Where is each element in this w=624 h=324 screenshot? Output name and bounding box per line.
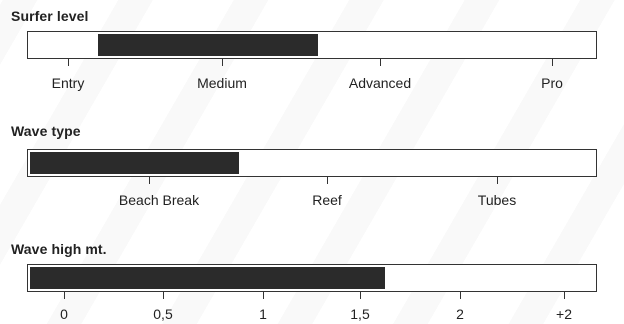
wave-height-label-0: 0 bbox=[60, 306, 68, 322]
wave-height-label-0-5: 0,5 bbox=[153, 306, 173, 322]
wave-height-label-2: 2 bbox=[456, 306, 464, 322]
surfer-level-tick bbox=[552, 59, 553, 66]
surfer-level-label-pro: Pro bbox=[541, 75, 563, 91]
wave-height-range-fill bbox=[30, 267, 386, 289]
wave-height-tick bbox=[263, 292, 264, 299]
surfer-level-label-advanced: Advanced bbox=[348, 75, 412, 91]
wave-type-label-reef: Reef bbox=[312, 192, 342, 208]
surfer-level-bar bbox=[27, 31, 597, 59]
surfer-level-title: Surfer level bbox=[11, 8, 89, 24]
surfer-level-tick bbox=[68, 59, 69, 66]
surfer-level-tick bbox=[380, 59, 381, 66]
wave-type-tick bbox=[149, 177, 150, 184]
wave-type-bar bbox=[27, 149, 597, 177]
surfer-level-label-entry: Entry bbox=[51, 75, 85, 91]
surfer-level-tick bbox=[222, 59, 223, 66]
wave-height-tick bbox=[460, 292, 461, 299]
wave-type-range-fill bbox=[30, 152, 239, 174]
wave-height-title: Wave high mt. bbox=[11, 241, 107, 257]
wave-height-tick bbox=[360, 292, 361, 299]
wave-type-title: Wave type bbox=[11, 123, 81, 139]
wave-height-label-1-5: 1,5 bbox=[350, 306, 370, 322]
wave-type-tick bbox=[327, 177, 328, 184]
surfer-level-range-fill bbox=[97, 34, 318, 56]
wave-height-label-1: 1 bbox=[259, 306, 267, 322]
wave-height-tick bbox=[163, 292, 164, 299]
wave-height-bar bbox=[27, 264, 597, 292]
wave-type-tick bbox=[497, 177, 498, 184]
surfer-level-label-medium: Medium bbox=[197, 75, 247, 91]
wave-type-label-beach-break: Beach Break bbox=[118, 192, 200, 208]
wave-height-tick bbox=[64, 292, 65, 299]
wave-type-label-tubes: Tubes bbox=[477, 192, 517, 208]
wave-height-label-2-plus: +2 bbox=[556, 306, 572, 322]
wave-height-tick bbox=[564, 292, 565, 299]
